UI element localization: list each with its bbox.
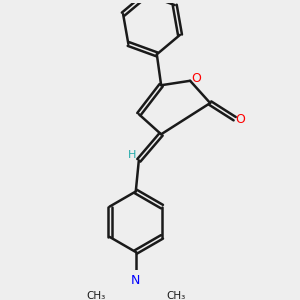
Text: N: N: [131, 274, 140, 286]
Text: O: O: [191, 72, 201, 85]
Text: H: H: [128, 151, 136, 160]
Text: CH₃: CH₃: [86, 291, 106, 300]
Text: O: O: [235, 113, 245, 126]
Text: CH₃: CH₃: [166, 291, 185, 300]
